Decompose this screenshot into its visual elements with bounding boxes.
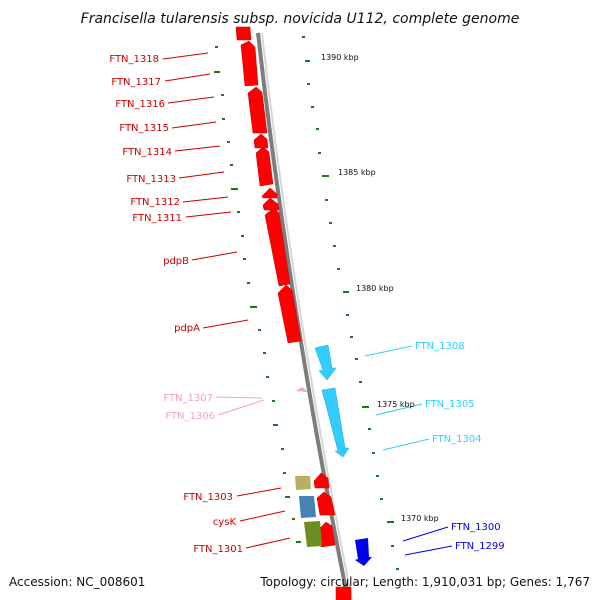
scale-label-1385: 1385 kbp (338, 168, 376, 177)
gene-ftn-1308-arrow[interactable] (314, 344, 337, 381)
label-ftn-1303[interactable]: FTN_1303 (183, 492, 233, 503)
gene-ftn-1311-arrow[interactable] (262, 197, 280, 211)
label-ftn-1299[interactable]: FTN_1299 (455, 541, 505, 552)
label-ftn-1306[interactable]: FTN_1306 (165, 411, 215, 422)
label-ftn-1312[interactable]: FTN_1312 (130, 197, 180, 208)
scale-label-1370: 1370 kbp (401, 514, 439, 523)
right-gene-labels: FTN_1308 FTN_1305 FTN_1304 FTN_1300 FTN_… (415, 341, 505, 552)
label-ftn-1317[interactable]: FTN_1317 (111, 77, 161, 88)
gene-ftn-1307-arrow[interactable] (296, 387, 308, 392)
gene-ftn-1313-arrow[interactable] (255, 146, 274, 187)
label-ftn-1307[interactable]: FTN_1307 (163, 393, 213, 404)
pink-leader-lines (215, 396, 265, 416)
label-ftn-1301[interactable]: FTN_1301 (193, 544, 243, 555)
label-ftn-1315[interactable]: FTN_1315 (119, 123, 169, 134)
gene-ftn-1303-small[interactable] (295, 476, 311, 490)
gene-ftn-1318-arrow[interactable] (235, 26, 252, 41)
label-ftn-1313[interactable]: FTN_1313 (126, 174, 176, 185)
gene-pdpB-arrow[interactable] (264, 207, 291, 287)
label-ftn-1316[interactable]: FTN_1316 (115, 99, 165, 110)
label-ftn-1314[interactable]: FTN_1314 (122, 147, 172, 158)
gene-ftn-1312-arrow[interactable] (261, 187, 278, 199)
left-gene-labels: FTN_1318 FTN_1317 FTN_1316 FTN_1315 FTN_… (109, 54, 243, 555)
right-leader-lines (364, 345, 453, 556)
scale-label-1390: 1390 kbp (321, 53, 359, 62)
genome-backbone (256, 32, 350, 600)
gene-ftn-1300-arrow[interactable] (355, 538, 372, 566)
genome-backbone-highlight (261, 32, 353, 600)
label-ftn-1311[interactable]: FTN_1311 (132, 213, 182, 224)
accession-text: Accession: NC_008601 (9, 575, 145, 589)
gene-ftn-1314-arrow[interactable] (253, 133, 269, 149)
gene-ftn-1317-arrow[interactable] (240, 40, 259, 87)
scale-labels: 1390 kbp 1385 kbp 1380 kbp 1375 kbp 1370… (321, 53, 439, 523)
gene-cysK-small[interactable] (299, 496, 316, 518)
genome-summary-text: Topology: circular; Length: 1,910,031 bp… (259, 575, 590, 589)
left-leader-lines (162, 52, 291, 549)
gene-bottom-arrow[interactable] (335, 586, 352, 600)
label-ftn-1305[interactable]: FTN_1305 (425, 399, 475, 410)
gene-ftn-1301-small[interactable] (304, 521, 322, 547)
gene-ftn-1315-arrow[interactable] (248, 99, 268, 134)
label-cysK[interactable]: cysK (213, 517, 237, 528)
label-ftn-1300[interactable]: FTN_1300 (451, 522, 501, 533)
label-ftn-1318[interactable]: FTN_1318 (109, 54, 159, 65)
red-gene-track (235, 26, 352, 600)
gene-ftn-1305-arrow[interactable] (321, 387, 350, 458)
gene-ftn-1316-arrow[interactable] (247, 86, 264, 102)
gene-pdpA-arrow[interactable] (277, 284, 302, 344)
label-pdpA[interactable]: pdpA (174, 323, 200, 334)
scale-ticks (214, 36, 399, 570)
gene-cysK-arrow[interactable] (316, 491, 336, 516)
label-pdpB[interactable]: pdpB (163, 256, 189, 267)
label-ftn-1308[interactable]: FTN_1308 (415, 341, 465, 352)
label-ftn-1304[interactable]: FTN_1304 (432, 434, 482, 445)
scale-label-1380: 1380 kbp (356, 284, 394, 293)
map-title: Francisella tularensis subsp. novicida U… (81, 11, 520, 27)
gene-ftn-1303-arrow[interactable] (313, 472, 330, 489)
scale-label-1375: 1375 kbp (377, 400, 415, 409)
